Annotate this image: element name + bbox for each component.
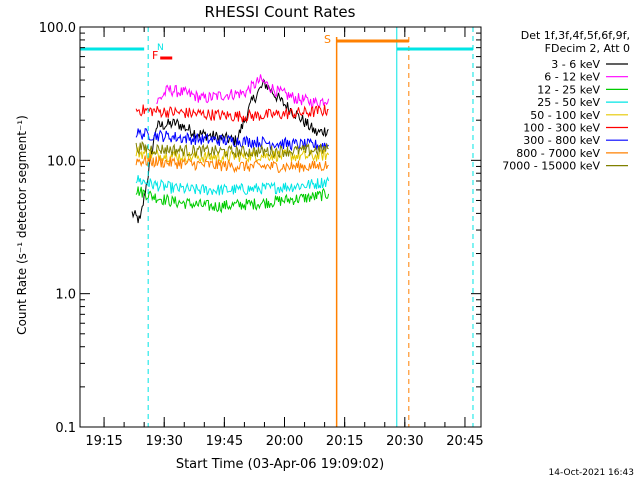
x-tick-label: 20:30 — [386, 434, 423, 449]
data-lines — [131, 74, 330, 224]
series-line — [135, 175, 330, 196]
flag-label: N — [157, 43, 164, 53]
legend: Det 1f,3f,4f,5f,6f,9f,FDecim 2, Att 0 3 -… — [502, 29, 630, 173]
series-line — [135, 104, 329, 123]
x-tick-label: 19:15 — [85, 434, 122, 449]
series-line — [156, 74, 330, 109]
plot-frame — [79, 26, 482, 428]
y-tick-label: 100.0 — [39, 21, 76, 36]
legend-label: 7000 - 15000 keV — [502, 160, 600, 173]
legend-label: 25 - 50 keV — [537, 96, 600, 109]
legend-label: 800 - 7000 keV — [516, 147, 600, 160]
series-line — [135, 155, 329, 174]
x-tick-label: 20:00 — [266, 434, 303, 449]
flag-label: F — [152, 49, 158, 62]
y-tick-label: 1.0 — [55, 288, 76, 303]
legend-label: 100 - 300 keV — [523, 122, 600, 135]
axis-ticks: 0.1 1.0 10.0 100.0 19:15 19:30 19:45 20:00 20:15… — [39, 21, 484, 449]
series-line — [135, 127, 329, 152]
x-tick-label: 20:15 — [326, 434, 363, 449]
legend-label: 300 - 800 keV — [523, 134, 600, 147]
x-axis-label: Start Time (03-Apr-06 19:09:02) — [176, 457, 384, 472]
flag-label: S — [324, 33, 331, 46]
legend-label: 12 - 25 keV — [537, 83, 600, 96]
x-tick-label: 19:30 — [145, 434, 182, 449]
legend-label: 3 - 6 keV — [551, 58, 600, 71]
legend-title: Det 1f,3f,4f,5f,6f,9f, — [521, 29, 630, 42]
legend-title: FDecim 2, Att 0 — [545, 42, 630, 55]
y-axis-label: Count Rate (s⁻¹ detector segment⁻¹) — [15, 115, 29, 335]
series-line — [135, 186, 330, 214]
overlays: NF S — [79, 27, 474, 427]
y-tick-label: 10.0 — [47, 154, 76, 169]
timestamp: 14-Oct-2021 16:43 — [548, 468, 634, 478]
x-tick-label: 20:45 — [446, 434, 483, 449]
chart-title: RHESSI Count Rates — [205, 3, 356, 21]
legend-label: 50 - 100 keV — [530, 109, 600, 122]
series-line — [135, 140, 329, 159]
x-tick-label: 19:45 — [206, 434, 243, 449]
y-tick-label: 0.1 — [55, 421, 76, 436]
legend-label: 6 - 12 keV — [544, 71, 600, 84]
